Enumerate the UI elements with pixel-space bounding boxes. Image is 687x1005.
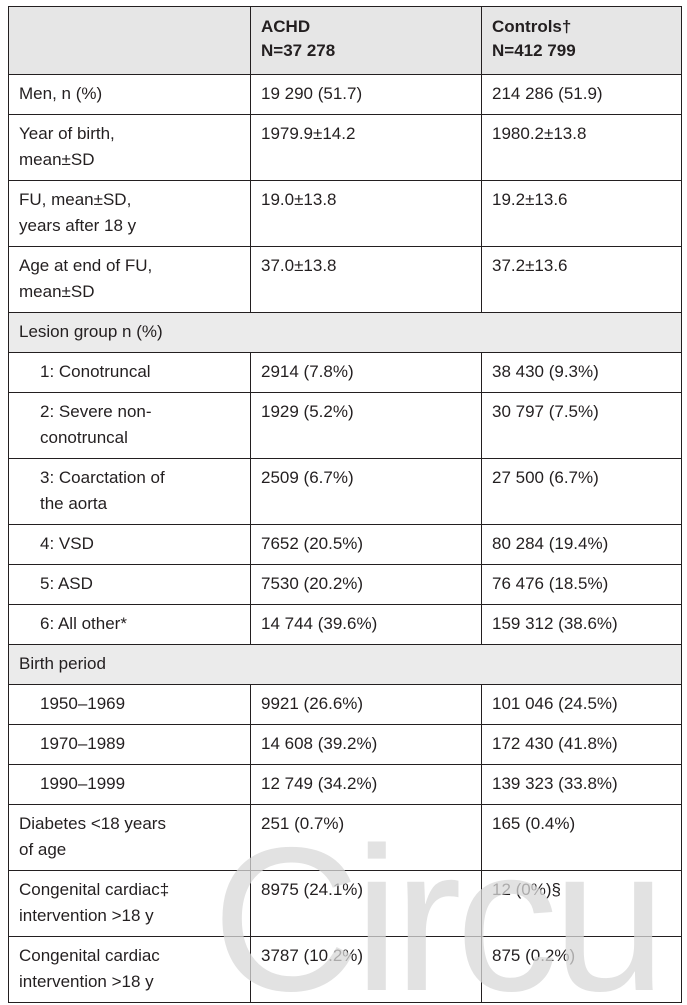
achd-value: 1979.9±14.2 xyxy=(250,114,482,181)
table-row: 3: Coarctation of the aorta 2509 (6.7%) 27… xyxy=(8,458,682,525)
header-row: ACHD N=37 278 Controls† N=412 799 xyxy=(8,6,682,75)
controls-value: 165 (0.4%) xyxy=(481,804,682,871)
controls-value: 76 476 (18.5%) xyxy=(481,564,682,605)
table-row: FU, mean±SD, years after 18 y 19.0±13.8 19… xyxy=(8,180,682,247)
achd-value: 12 749 (34.2%) xyxy=(250,764,482,805)
group-header-row: Birth period xyxy=(8,644,682,685)
controls-value: 27 500 (6.7%) xyxy=(481,458,682,525)
controls-value: 875 (0.2%) xyxy=(481,936,682,1003)
controls-value: 80 284 (19.4%) xyxy=(481,524,682,565)
row-label: Age at end of FU, mean±SD xyxy=(8,246,251,313)
table-row: Age at end of FU, mean±SD 37.0±13.8 37.2±1… xyxy=(8,246,682,313)
header-label-cell xyxy=(8,6,251,75)
group-header-row: Lesion group n (%) xyxy=(8,312,682,353)
achd-value: 37.0±13.8 xyxy=(250,246,482,313)
table-row: Men, n (%) 19 290 (51.7) 214 286 (51.9) xyxy=(8,74,682,115)
achd-value: 14 608 (39.2%) xyxy=(250,724,482,765)
table-row: Congenital cardiac intervention >18 y 378… xyxy=(8,936,682,1003)
achd-value: 2914 (7.8%) xyxy=(250,352,482,393)
table-row: Diabetes <18 years of age 251 (0.7%) 165 (… xyxy=(8,804,682,871)
group-label: Birth period xyxy=(8,644,682,685)
table-row: 1950–1969 9921 (26.6%) 101 046 (24.5%) xyxy=(8,684,682,725)
group-label: Lesion group n (%) xyxy=(8,312,682,353)
table-row: Congenital cardiac‡ intervention >18 y 89… xyxy=(8,870,682,937)
table-row: 4: VSD 7652 (20.5%) 80 284 (19.4%) xyxy=(8,524,682,565)
table-row: 5: ASD 7530 (20.2%) 76 476 (18.5%) xyxy=(8,564,682,605)
baseline-characteristics-table: ACHD N=37 278 Controls† N=412 799 Men, n… xyxy=(8,6,682,1003)
controls-value: 30 797 (7.5%) xyxy=(481,392,682,459)
row-label: 2: Severe non- conotruncal xyxy=(8,392,251,459)
row-label: 3: Coarctation of the aorta xyxy=(8,458,251,525)
table-row: 2: Severe non- conotruncal 1929 (5.2%) 30 … xyxy=(8,392,682,459)
row-label: 1950–1969 xyxy=(8,684,251,725)
header-achd: ACHD N=37 278 xyxy=(250,6,482,75)
controls-value: 12 (0%)§ xyxy=(481,870,682,937)
row-label: 1970–1989 xyxy=(8,724,251,765)
row-label: 5: ASD xyxy=(8,564,251,605)
row-label: 1990–1999 xyxy=(8,764,251,805)
row-label: Year of birth, mean±SD xyxy=(8,114,251,181)
achd-value: 1929 (5.2%) xyxy=(250,392,482,459)
achd-value: 7530 (20.2%) xyxy=(250,564,482,605)
achd-value: 9921 (26.6%) xyxy=(250,684,482,725)
achd-value: 2509 (6.7%) xyxy=(250,458,482,525)
row-label: 6: All other* xyxy=(8,604,251,645)
controls-value: 38 430 (9.3%) xyxy=(481,352,682,393)
table-body: Men, n (%) 19 290 (51.7) 214 286 (51.9) Yea… xyxy=(8,74,682,1003)
controls-value: 139 323 (33.8%) xyxy=(481,764,682,805)
row-label: Diabetes <18 years of age xyxy=(8,804,251,871)
achd-value: 7652 (20.5%) xyxy=(250,524,482,565)
table-row: 6: All other* 14 744 (39.6%) 159 312 (38.6… xyxy=(8,604,682,645)
row-label: FU, mean±SD, years after 18 y xyxy=(8,180,251,247)
header-controls: Controls† N=412 799 xyxy=(481,6,682,75)
controls-value: 214 286 (51.9) xyxy=(481,74,682,115)
row-label: Men, n (%) xyxy=(8,74,251,115)
controls-value: 172 430 (41.8%) xyxy=(481,724,682,765)
row-label: Congenital cardiac intervention >18 y xyxy=(8,936,251,1003)
controls-value: 37.2±13.6 xyxy=(481,246,682,313)
table-row: Year of birth, mean±SD 1979.9±14.2 1980.2±… xyxy=(8,114,682,181)
controls-value: 19.2±13.6 xyxy=(481,180,682,247)
table-row: 1970–1989 14 608 (39.2%) 172 430 (41.8%) xyxy=(8,724,682,765)
row-label: 1: Conotruncal xyxy=(8,352,251,393)
achd-value: 8975 (24.1%) xyxy=(250,870,482,937)
achd-value: 19 290 (51.7) xyxy=(250,74,482,115)
table-row: 1: Conotruncal 2914 (7.8%) 38 430 (9.3%) xyxy=(8,352,682,393)
controls-value: 1980.2±13.8 xyxy=(481,114,682,181)
achd-value: 3787 (10.2%) xyxy=(250,936,482,1003)
row-label: 4: VSD xyxy=(8,524,251,565)
achd-value: 14 744 (39.6%) xyxy=(250,604,482,645)
controls-value: 159 312 (38.6%) xyxy=(481,604,682,645)
row-label: Congenital cardiac‡ intervention >18 y xyxy=(8,870,251,937)
table-row: 1990–1999 12 749 (34.2%) 139 323 (33.8%) xyxy=(8,764,682,805)
achd-value: 251 (0.7%) xyxy=(250,804,482,871)
achd-value: 19.0±13.8 xyxy=(250,180,482,247)
controls-value: 101 046 (24.5%) xyxy=(481,684,682,725)
